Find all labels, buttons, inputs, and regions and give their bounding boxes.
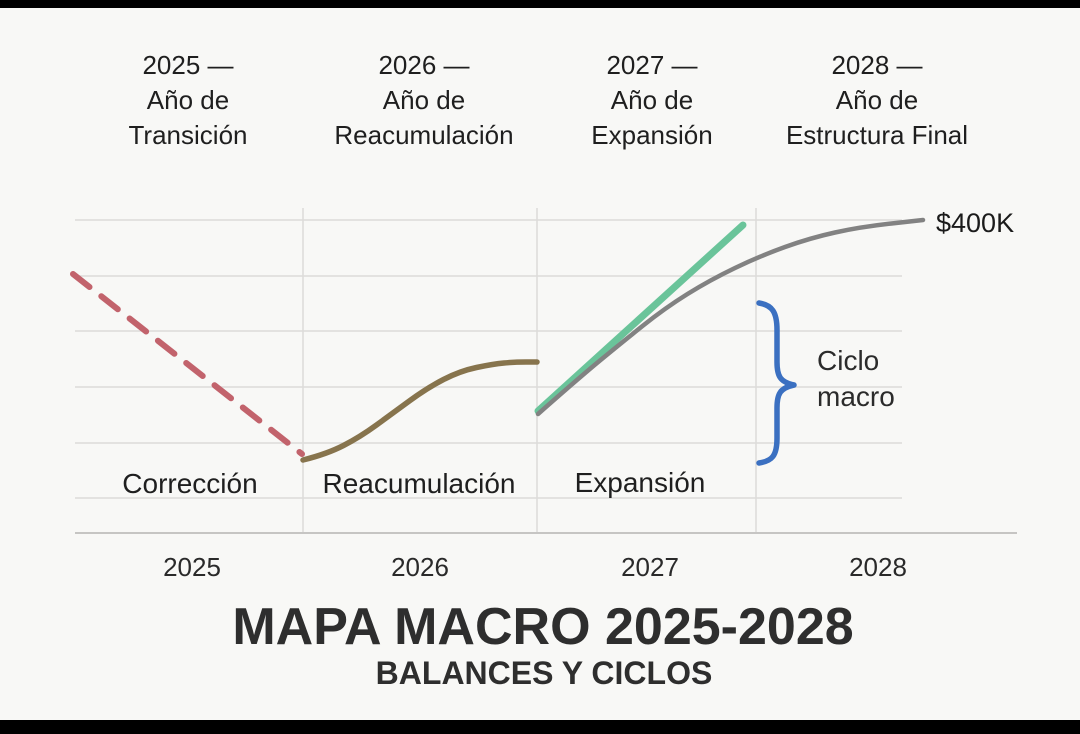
series-expansion-2027-tendencia: [534, 221, 747, 415]
header-2026-line3: Reacumulación: [334, 120, 513, 150]
end-value-label: $400K: [936, 208, 1014, 238]
cycle-annotation-line1: Ciclo: [817, 345, 879, 376]
x-tick-2028: 2028: [849, 552, 907, 582]
chart-subtitle: BALANCES Y CICLOS: [376, 655, 713, 691]
bottom-letterbox-bar: [0, 720, 1080, 734]
top-letterbox-bar: [0, 0, 1080, 8]
cycle-brace: [756, 300, 797, 466]
header-column-2027: 2027 — Año de Expansión: [591, 50, 712, 150]
series-reacumulacion-2026: [300, 359, 540, 463]
header-2027-year: 2027 —: [606, 50, 697, 80]
header-column-2028: 2028 — Año de Estructura Final: [786, 50, 968, 150]
header-2025-line3: Transición: [129, 120, 248, 150]
phase-label-expansion: Expansión: [575, 467, 706, 498]
header-2027-line3: Expansión: [591, 120, 712, 150]
header-column-2025: 2025 — Año de Transición: [129, 50, 248, 150]
x-tick-2025: 2025: [163, 552, 221, 582]
header-2028-line3: Estructura Final: [786, 120, 968, 150]
phase-label-reacumulacion: Reacumulación: [323, 468, 516, 499]
header-2026-line2: Año de: [383, 85, 465, 115]
x-tick-2026: 2026: [391, 552, 449, 582]
series-estructura-final-2028: [535, 217, 926, 417]
series-correccion-2025: [70, 271, 305, 457]
header-2028-line2: Año de: [836, 85, 918, 115]
phase-labels: Corrección Reacumulación Expansión: [122, 467, 705, 499]
header-2025-year: 2025 —: [142, 50, 233, 80]
header-2028-year: 2028 —: [831, 50, 922, 80]
x-tick-2027: 2027: [621, 552, 679, 582]
header-column-2026: 2026 — Año de Reacumulación: [334, 50, 513, 150]
x-axis-ticks: 2025 2026 2027 2028: [163, 552, 907, 582]
header-columns: 2025 — Año de Transición 2026 — Año de R…: [129, 50, 969, 150]
series-layer: [70, 217, 926, 463]
header-2025-line2: Año de: [147, 85, 229, 115]
header-2027-line2: Año de: [611, 85, 693, 115]
phase-label-correccion: Corrección: [122, 468, 257, 499]
chart-title: MAPA MACRO 2025-2028: [232, 598, 853, 656]
header-2026-year: 2026 —: [378, 50, 469, 80]
cycle-annotation-line2: macro: [817, 381, 895, 412]
